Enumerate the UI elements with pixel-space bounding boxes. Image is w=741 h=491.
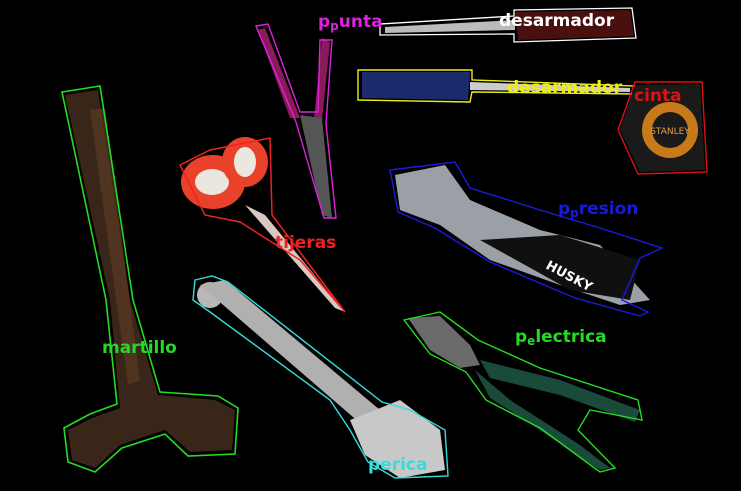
screwdriver-white bbox=[379, 7, 637, 43]
label-martillo: martillo bbox=[102, 338, 177, 358]
tape-brand-text: STANLEY bbox=[650, 127, 690, 137]
label-tijeras: tijeras bbox=[275, 233, 337, 253]
label-presion: ppresion bbox=[558, 199, 639, 220]
electrical-pliers bbox=[402, 311, 643, 473]
needle-nose-pliers bbox=[255, 23, 337, 219]
label-perica: perica bbox=[368, 455, 428, 475]
adjustable-wrench bbox=[192, 275, 449, 479]
pliers-outline bbox=[255, 23, 337, 219]
scissors-outline bbox=[178, 137, 346, 313]
label-punta: ppunta bbox=[318, 12, 383, 33]
tape-measure: STANLEY bbox=[617, 81, 708, 175]
locking-pliers: HUSKY bbox=[389, 161, 664, 317]
hammer-outline bbox=[61, 85, 239, 473]
scissors bbox=[178, 137, 346, 313]
label-desarmador-1: desarmador bbox=[499, 11, 615, 31]
label-cinta: cinta bbox=[634, 86, 682, 106]
hammer bbox=[61, 85, 239, 473]
label-electrica: pelectrica bbox=[515, 327, 607, 348]
label-desarmador-2: desarmador bbox=[507, 78, 623, 98]
